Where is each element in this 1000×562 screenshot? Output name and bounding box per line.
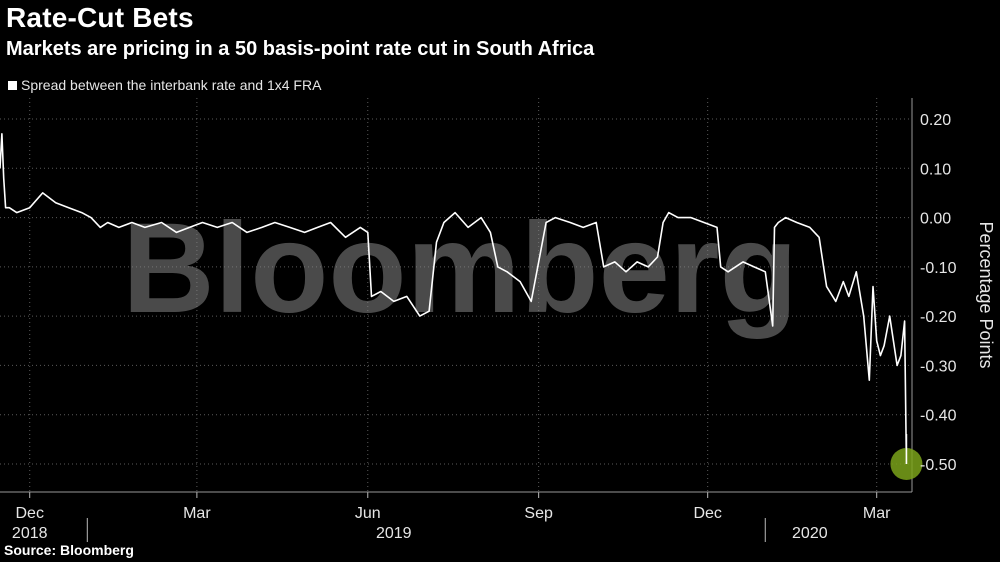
- y-tick-label: -0.20: [920, 309, 957, 326]
- chart-title: Rate-Cut Bets: [6, 2, 194, 33]
- source-note: Source: Bloomberg: [4, 542, 134, 558]
- y-tick-label: -0.30: [920, 358, 957, 375]
- y-tick-label: -0.40: [920, 408, 957, 425]
- y-tick-label: 0.20: [920, 112, 951, 129]
- x-tick-label: Jun: [355, 505, 381, 522]
- y-tick-label: -0.50: [920, 457, 957, 474]
- y-tick-label: -0.10: [920, 260, 957, 277]
- year-label: 2020: [792, 525, 828, 542]
- chart-subtitle: Markets are pricing in a 50 basis-point …: [6, 38, 595, 60]
- x-tick-label: Mar: [863, 505, 891, 522]
- legend-swatch: [8, 80, 17, 90]
- x-tick-label: Dec: [693, 505, 721, 522]
- y-tick-label: 0.10: [920, 161, 951, 178]
- axes: [0, 98, 913, 542]
- watermark: Bloomberg: [122, 197, 798, 340]
- x-tick-label: Sep: [524, 505, 553, 522]
- axis-labels: 0.20 0.10 0.00 -0.10 -0.20 -0.30 -0.40 -0.50 Dec…: [12, 112, 996, 542]
- y-tick-label: 0.00: [920, 211, 951, 228]
- series-line: [0, 133, 908, 465]
- grid: [0, 98, 912, 492]
- series-layer: [0, 133, 923, 480]
- year-label: 2018: [12, 525, 48, 542]
- y-axis-title: Percentage Points: [976, 221, 996, 368]
- x-tick-label: Mar: [183, 505, 211, 522]
- year-label: 2019: [376, 525, 412, 542]
- legend: Spread between the interbank rate and 1x…: [8, 77, 321, 93]
- x-tick-label: Dec: [15, 505, 43, 522]
- legend-label: Spread between the interbank rate and 1x…: [21, 77, 322, 93]
